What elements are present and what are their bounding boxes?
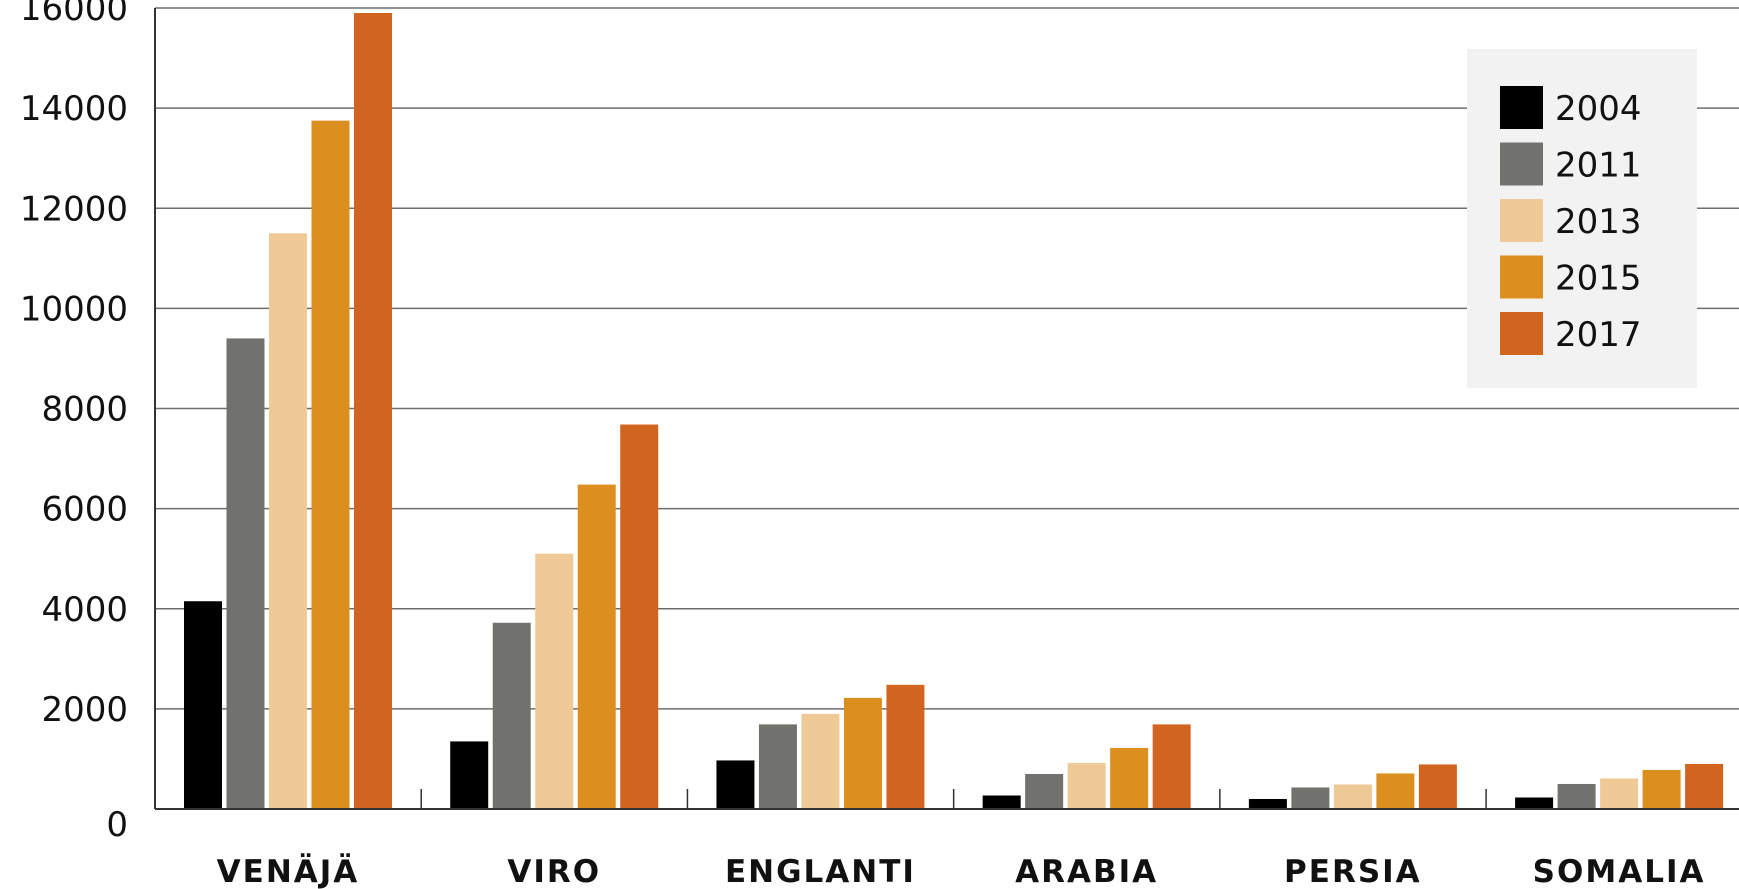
y-tick-label: 4000 [41,590,128,630]
bar-2017-1 [620,424,659,809]
y-tick-label: 2000 [41,690,128,730]
y-axis-tick-labels: 0 2000 4000 6000 8000 10000 12000 14000 16000 [20,0,128,845]
bar-2004-2 [716,760,755,809]
bar-2015-0 [311,120,350,809]
legend-label: 2013 [1555,202,1642,242]
bar-2011-5 [1557,783,1596,809]
bar-2013-5 [1600,778,1639,809]
y-tick-label: 14000 [20,89,128,129]
category-label: PERSIA [1284,854,1422,889]
legend-label: 2011 [1555,146,1642,186]
legend: 2004 2011 2013 2015 2017 [1467,49,1697,388]
bar-2011-2 [758,724,797,809]
axes [154,8,1739,810]
bar-2011-3 [1025,773,1064,809]
bar-2013-3 [1067,762,1106,809]
category-label: VENÄJÄ [217,854,360,889]
bar-2013-0 [269,233,307,809]
legend-swatch-2013 [1500,199,1543,242]
bar-2013-1 [535,553,574,809]
bar-2017-5 [1685,763,1724,809]
bar-2004-3 [982,795,1021,809]
bar-2015-5 [1642,769,1681,809]
bar-2015-3 [1110,747,1149,809]
bar-2013-4 [1333,784,1372,809]
category-label: SOMALIA [1533,854,1706,889]
bar-2017-3 [1152,724,1191,809]
legend-swatch-2011 [1500,142,1543,186]
y-tick-label: 10000 [20,289,128,329]
bar-2004-4 [1248,798,1287,809]
bar-2015-2 [843,697,882,809]
y-tick-label: 16000 [20,0,128,29]
bar-2004-5 [1515,797,1554,809]
category-labels: VENÄJÄ VIRO ENGLANTI ARABIA PERSIA SOMALIA [217,854,1706,889]
bar-2011-1 [492,622,531,809]
y-tick-label: 8000 [41,390,128,430]
bar-2011-0 [226,338,265,809]
bar-2017-0 [354,13,392,810]
y-tick-label: 12000 [20,189,128,229]
legend-label: 2017 [1555,315,1642,355]
bars [184,13,1724,810]
bar-2011-4 [1291,787,1330,809]
legend-swatch-2015 [1500,255,1543,299]
legend-label: 2004 [1555,89,1642,129]
legend-label: 2015 [1555,259,1642,299]
category-label: VIRO [507,854,601,889]
bar-2013-2 [801,713,840,809]
legend-swatch-2004 [1500,86,1543,129]
bar-2015-1 [577,484,616,809]
bar-2004-1 [450,741,489,809]
bar-2017-4 [1418,764,1457,809]
legend-swatch-2017 [1500,312,1543,355]
category-label: ENGLANTI [725,854,916,889]
gridlines [155,7,1739,710]
y-tick-label: 0 [106,805,128,845]
bar-2004-0 [184,601,222,809]
bar-2017-2 [886,684,925,809]
y-tick-label: 6000 [41,490,128,530]
bar-2015-4 [1376,773,1415,809]
category-label: ARABIA [1015,854,1158,889]
